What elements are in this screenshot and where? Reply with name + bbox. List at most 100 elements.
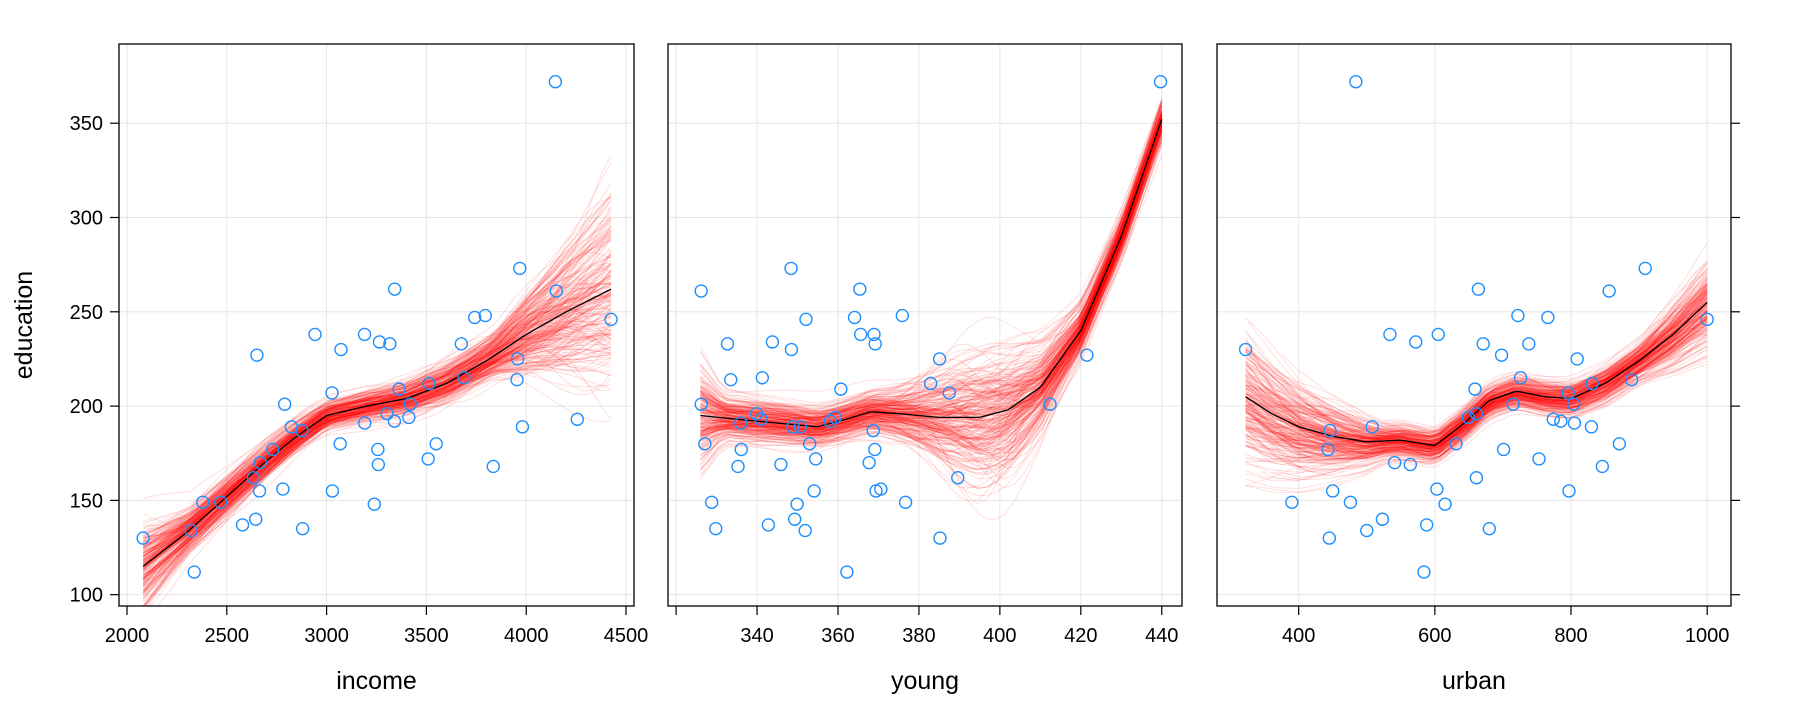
bootstrap-curve xyxy=(144,304,612,556)
data-point xyxy=(933,531,947,545)
bootstrap-curve xyxy=(1245,303,1681,446)
bootstrap-curve xyxy=(700,195,1136,437)
data-point xyxy=(325,386,339,400)
bootstrap-curve xyxy=(700,119,1163,416)
data-point xyxy=(787,512,802,526)
bootstrap-curve xyxy=(142,351,612,591)
bootstrap-curve xyxy=(1245,316,1708,449)
data-point xyxy=(403,397,417,411)
data-point xyxy=(853,327,868,342)
bootstrap-curve xyxy=(700,124,1163,441)
bootstrap-curve xyxy=(700,130,1163,470)
bootstrap-curve xyxy=(700,113,1163,415)
bootstrap-curve xyxy=(143,214,612,539)
data-point xyxy=(1482,521,1497,536)
bootstrap-curve xyxy=(1245,293,1708,468)
bootstrap-curve xyxy=(142,277,612,578)
data-point xyxy=(867,327,881,342)
bootstrap-curve xyxy=(700,177,1139,429)
bootstrap-curve xyxy=(1253,272,1708,446)
bootstrap-curve xyxy=(1280,319,1708,460)
bootstrap-curve xyxy=(700,101,1163,425)
x-axis-label: income xyxy=(336,667,417,695)
data-point xyxy=(295,521,310,536)
bootstrap-curve xyxy=(1245,261,1708,440)
bootstrap-curve xyxy=(142,323,612,562)
bootstrap-curve xyxy=(1245,325,1707,447)
bootstrap-curve xyxy=(1245,286,1708,459)
bootstrap-curve xyxy=(1245,288,1708,450)
data-point xyxy=(510,352,525,366)
bootstrap-curve xyxy=(142,346,612,579)
bootstrap-curve xyxy=(700,144,1163,480)
data-point xyxy=(1585,376,1599,391)
bootstrap-curve xyxy=(143,324,599,551)
x-axis-label: young xyxy=(891,667,959,695)
bootstrap-curve xyxy=(1245,288,1708,448)
bootstrap-curve xyxy=(142,286,612,541)
bootstrap-curve xyxy=(1245,310,1708,481)
bootstrap-curve xyxy=(700,120,1163,449)
data-point xyxy=(1469,406,1484,421)
bootstrap-curve xyxy=(700,126,1163,450)
bootstrap-curve xyxy=(700,123,1163,418)
bootstrap-curve xyxy=(147,368,612,606)
bootstrap-curve xyxy=(1245,284,1708,438)
bootstrap-curve xyxy=(158,308,590,548)
bootstrap-curve xyxy=(150,376,612,606)
bootstrap-curve xyxy=(700,116,1163,440)
bootstrap-curves xyxy=(142,154,612,606)
bootstrap-curve xyxy=(142,263,612,599)
bootstrap-curve xyxy=(143,197,612,534)
bootstrap-curve xyxy=(1245,346,1657,438)
bootstrap-curve xyxy=(718,211,1132,444)
data-point xyxy=(1476,337,1490,351)
bootstrap-curve xyxy=(142,234,612,585)
data-point xyxy=(1285,495,1299,509)
bootstrap-curve xyxy=(1245,338,1663,450)
data-point xyxy=(358,416,372,430)
bootstrap-curve xyxy=(700,163,1151,423)
bootstrap-curve xyxy=(700,111,1163,421)
bootstrap-curve xyxy=(1245,286,1708,440)
bootstrap-curve xyxy=(142,308,612,578)
bootstrap-curve xyxy=(143,346,612,529)
bootstrap-curve xyxy=(1245,329,1706,450)
data-point xyxy=(334,342,348,357)
bootstrap-curve xyxy=(143,273,612,606)
bootstrap-curve xyxy=(1245,328,1683,451)
bootstrap-curve xyxy=(1245,307,1708,450)
bootstrap-curve xyxy=(145,240,612,606)
bootstrap-curve xyxy=(1261,300,1708,481)
bootstrap-curve xyxy=(142,310,596,577)
bootstrap-curve xyxy=(142,262,612,575)
bootstrap-curve xyxy=(700,138,1163,461)
bootstrap-curve xyxy=(700,131,1163,476)
data-point xyxy=(774,457,788,472)
bootstrap-curve xyxy=(142,360,612,555)
y-tick-label: 300 xyxy=(70,208,103,230)
bootstrap-curve xyxy=(1245,291,1708,486)
bootstrap-curve xyxy=(142,308,612,596)
data-point xyxy=(951,471,965,485)
data-point xyxy=(1570,352,1584,366)
x-tick-label: 2500 xyxy=(205,625,250,647)
bootstrap-curves xyxy=(699,98,1163,520)
bootstrap-curve xyxy=(1266,297,1708,442)
data-point xyxy=(253,455,268,470)
bootstrap-curve xyxy=(1245,336,1708,445)
bootstrap-curve xyxy=(142,289,568,544)
bootstrap-curve xyxy=(1245,304,1708,449)
bootstrap-curve xyxy=(142,224,612,564)
bootstrap-curve xyxy=(700,127,1155,422)
bootstrap-curve xyxy=(1270,316,1708,456)
x-tick-label: 800 xyxy=(1554,625,1587,647)
bootstrap-curve xyxy=(142,230,612,545)
data-point xyxy=(371,457,385,472)
bootstrap-curve xyxy=(142,252,612,564)
bootstrap-curve xyxy=(700,126,1163,441)
data-point xyxy=(570,412,585,426)
bootstrap-curve xyxy=(143,283,612,499)
bootstrap-curve xyxy=(1245,326,1686,461)
bootstrap-curve xyxy=(1245,341,1708,455)
